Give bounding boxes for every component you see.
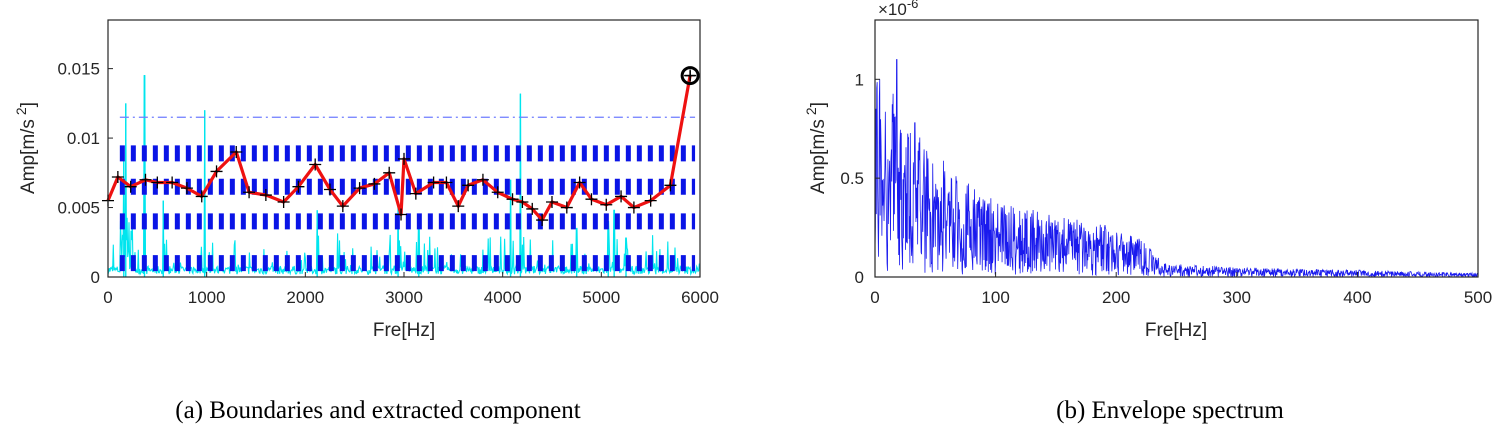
- plus-marker: [166, 176, 179, 189]
- plus-marker: [336, 200, 349, 213]
- plus-marker: [440, 176, 453, 189]
- plus-marker: [664, 179, 677, 192]
- plus-marker: [506, 193, 519, 206]
- plus-marker: [259, 189, 272, 202]
- plot-frame: [107, 19, 701, 278]
- plus-marker: [644, 194, 657, 207]
- plus-marker: [585, 193, 598, 206]
- highlight-point: [680, 66, 700, 86]
- plus-marker: [573, 176, 586, 189]
- y-tick-label: 0.5: [840, 169, 864, 188]
- plus-marker: [491, 186, 504, 199]
- plus-marker: [309, 158, 322, 171]
- envelope-series: [874, 59, 1479, 278]
- plus-marker: [427, 176, 440, 189]
- y-tick-label: 1: [855, 70, 864, 89]
- boundary-markers: [119, 145, 696, 272]
- x-tick-label: 4000: [484, 288, 522, 307]
- plus-marker: [546, 195, 558, 208]
- plus-marker: [395, 208, 408, 221]
- x-tick-label: 3000: [385, 288, 423, 307]
- plus-marker: [398, 152, 410, 165]
- plus-marker: [627, 201, 640, 214]
- plus-marker: [243, 186, 256, 199]
- y-tick-label: 0: [91, 268, 100, 287]
- envelope-line: [874, 59, 1479, 278]
- x-tick-label: 0: [103, 288, 112, 307]
- plus-marker: [124, 180, 137, 193]
- plus-marker: [560, 201, 573, 214]
- x-tick-label: 400: [1343, 288, 1371, 307]
- plus-marker: [409, 187, 422, 200]
- plus-marker: [536, 214, 549, 227]
- x-tick-labels: 0 1000 2000 3000 4000 5000 6000: [103, 272, 719, 307]
- highlight-cross: [685, 70, 696, 81]
- x-axis-label: Fre[Hz]: [373, 320, 435, 341]
- plus-marker: [615, 190, 628, 203]
- x-tick-label: 1000: [188, 288, 226, 307]
- x-tick-label: 0: [870, 288, 879, 307]
- plus-marker: [526, 202, 539, 215]
- plus-marker: [292, 180, 305, 193]
- plus-marker: [353, 182, 366, 195]
- envelope-spectrum-chart: 0 100 200 300 400 500 00.51 ×10-6 Fre[Hz] Amp…: [803, 0, 1492, 341]
- plus-marker: [452, 200, 465, 213]
- plus-marker: [230, 145, 243, 158]
- y-tick-label: 0: [855, 268, 864, 287]
- y-tick-labels: 00.51: [840, 70, 880, 287]
- plus-marker: [111, 170, 124, 183]
- plus-marker: [368, 177, 381, 190]
- x-tick-label: 2000: [286, 288, 324, 307]
- x-tick-labels: 0 100 200 300 400 500: [870, 272, 1492, 307]
- x-tick-label: 300: [1223, 288, 1251, 307]
- y-tick-labels: 0 0.005 0.01 0.015: [57, 60, 113, 287]
- x-tick-label: 5000: [582, 288, 620, 307]
- x-tick-label: 500: [1464, 288, 1492, 307]
- y-axis-label: Amp[m/s2]: [13, 102, 39, 194]
- plus-marker: [151, 176, 164, 189]
- y-axis-label: Amp[m/s2]: [803, 102, 829, 194]
- x-tick-label: 6000: [681, 288, 719, 307]
- x-axis-label: Fre[Hz]: [1145, 320, 1207, 341]
- plus-marker: [383, 166, 396, 179]
- plot-frame: [874, 19, 1479, 278]
- plus-marker: [600, 198, 613, 211]
- plus-marker: [210, 165, 223, 178]
- plus-marker: [324, 183, 336, 196]
- highlight-circle: [680, 66, 700, 86]
- plus-marker: [476, 173, 489, 186]
- y-tick-label: 0.01: [67, 129, 100, 148]
- caption-b: (b) Envelope spectrum: [1056, 397, 1284, 424]
- y-tick-label: 0.015: [57, 60, 100, 79]
- boundaries-chart: 0 1000 2000 3000 4000 5000 6000 0 0.005 0.01 0.01…: [13, 19, 719, 341]
- plus-marker: [195, 190, 208, 203]
- caption-a: (a) Boundaries and extracted component: [175, 397, 580, 424]
- plus-marker: [516, 195, 529, 208]
- plus-marker: [180, 182, 193, 195]
- x-tick-label: 200: [1102, 288, 1130, 307]
- exponent-label: ×10-6: [878, 0, 918, 19]
- plus-marker: [139, 173, 152, 186]
- plus-marker: [462, 179, 475, 192]
- x-tick-label: 100: [981, 288, 1009, 307]
- plus-marker: [277, 195, 290, 208]
- spectrum-line: [107, 75, 701, 277]
- y-tick-label: 0.005: [57, 199, 100, 218]
